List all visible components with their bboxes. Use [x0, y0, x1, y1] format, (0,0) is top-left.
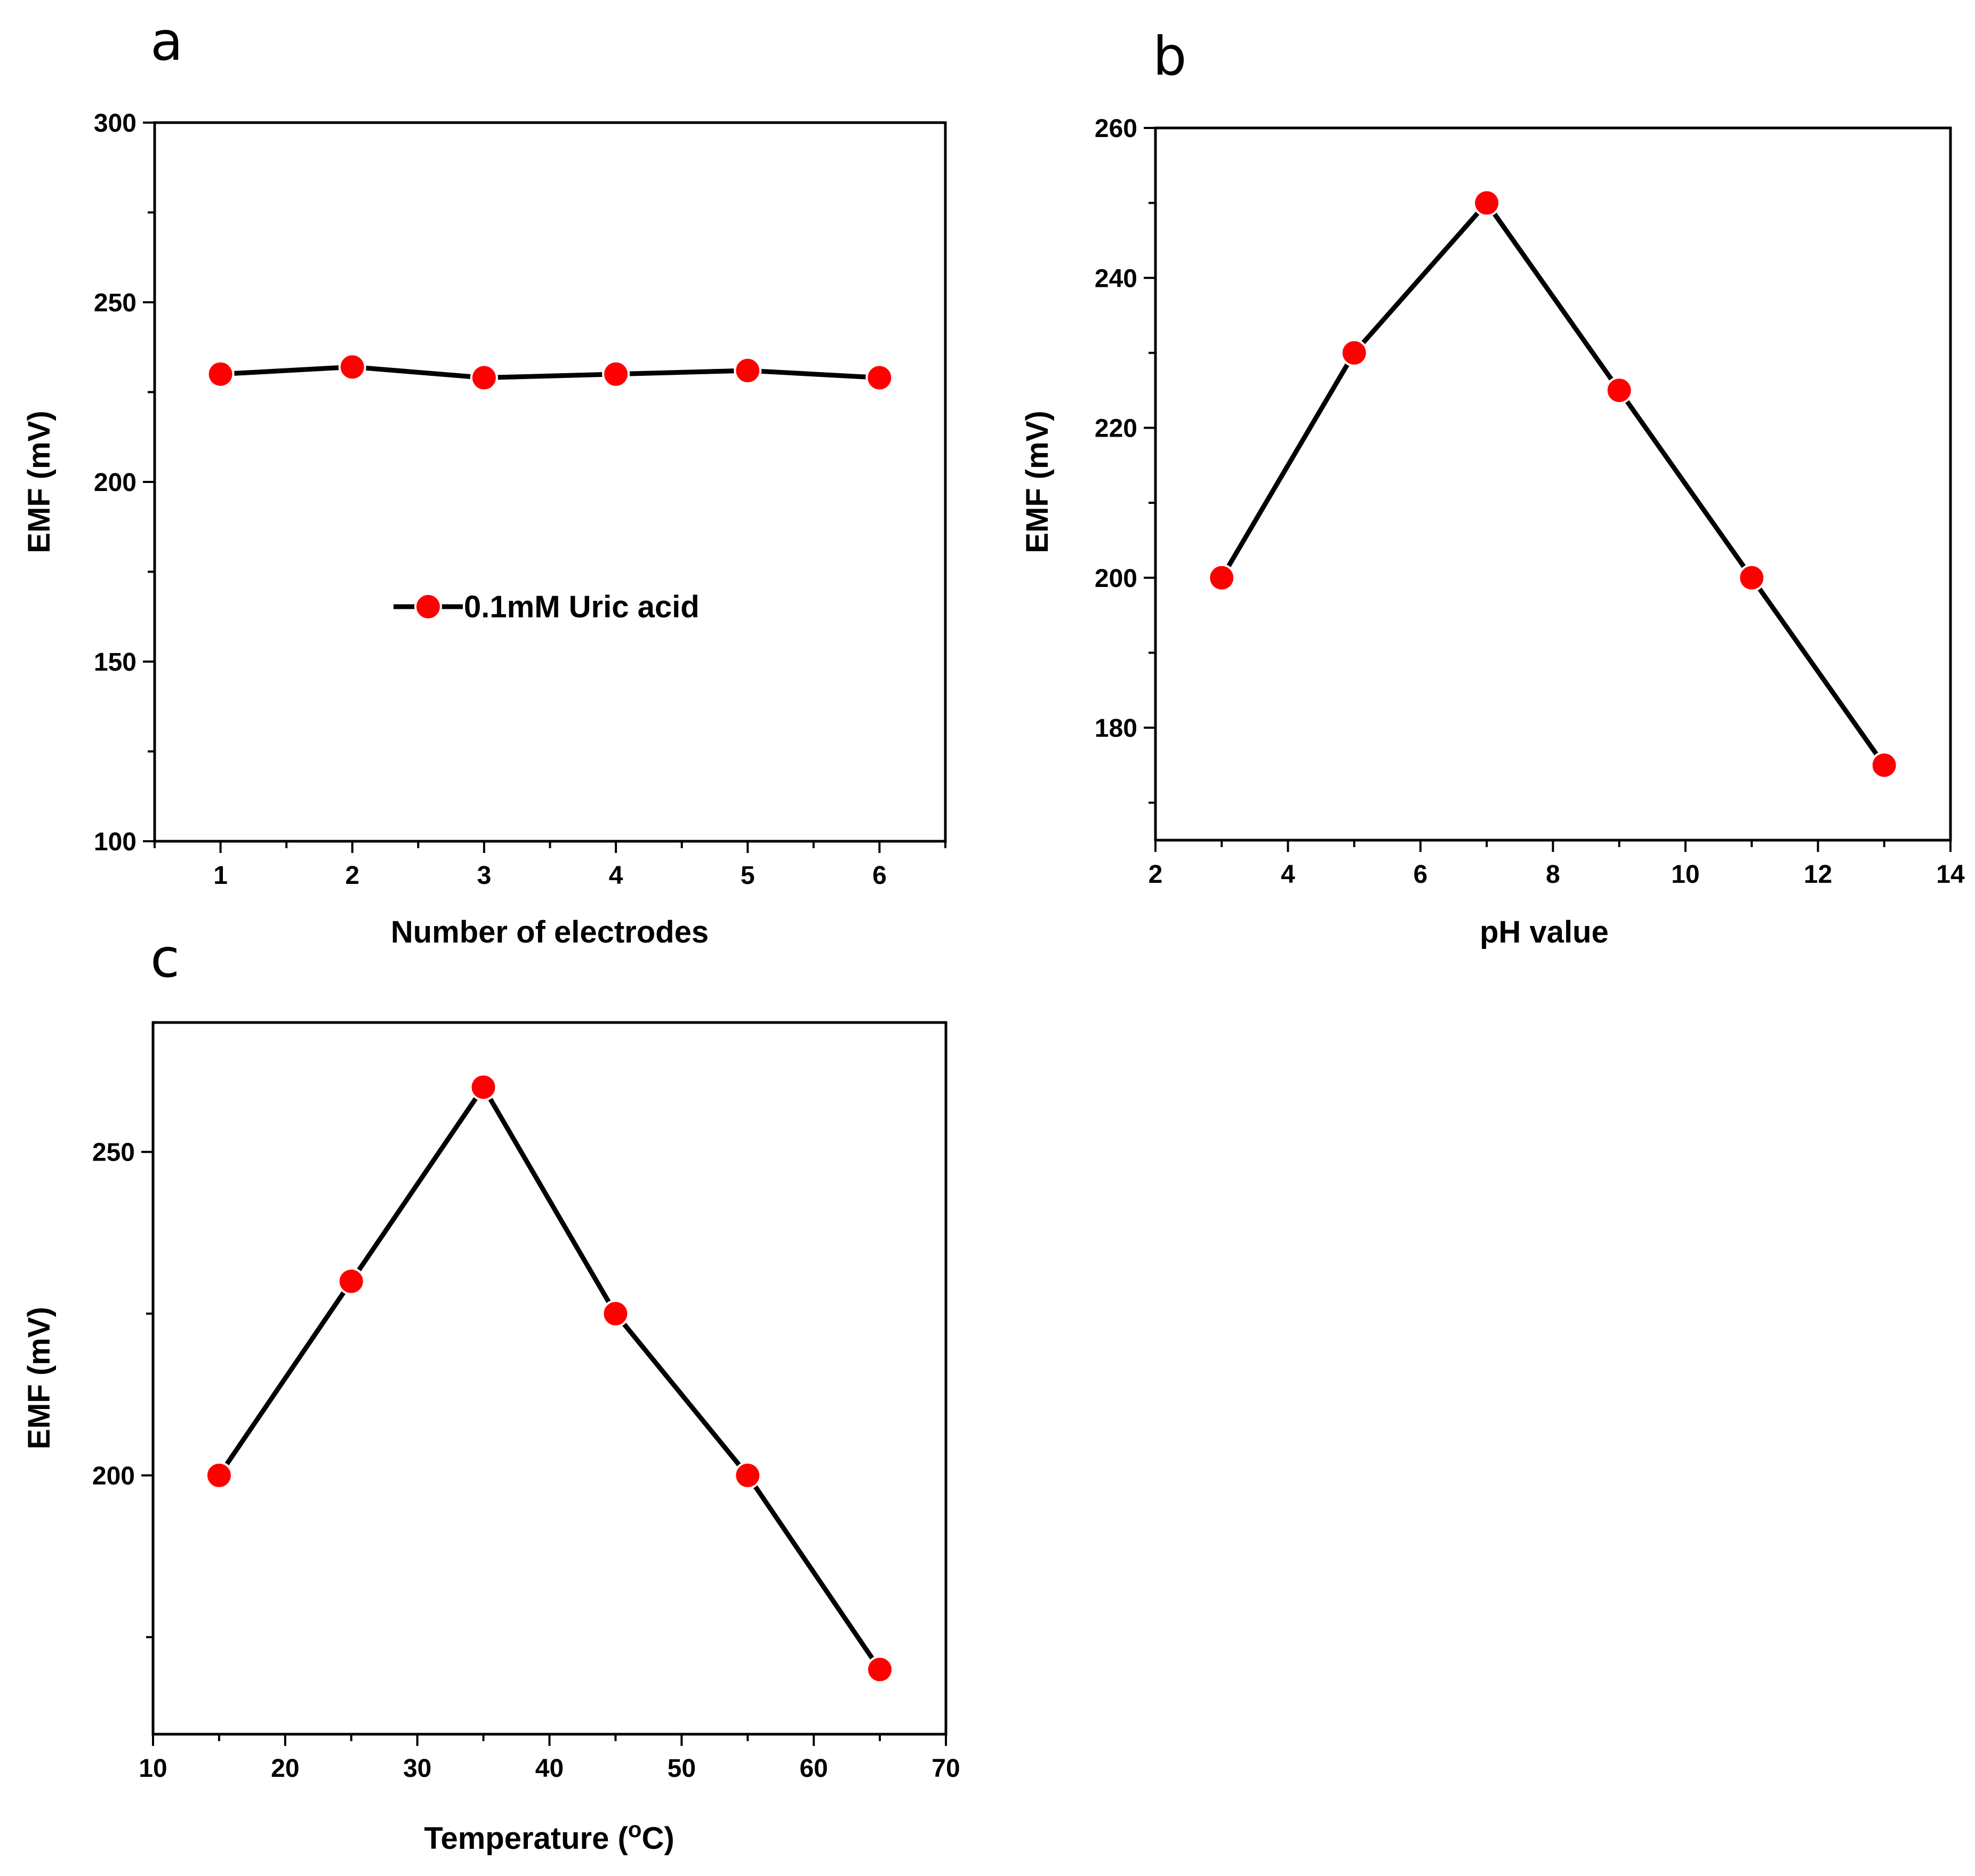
data-point [338, 353, 366, 381]
x-tick-label: 40 [535, 1754, 564, 1783]
panel-b-series-line [1219, 200, 1886, 767]
legend-label: 0.1mM Uric acid [464, 590, 700, 624]
x-tick-label: 1 [213, 861, 228, 890]
data-point [734, 357, 762, 385]
panel-letter-c: c [150, 927, 180, 989]
x-tick-label: 10 [1671, 860, 1699, 889]
panel-b-ticks: 2 4 6 8 10 12 14 180 200 220 240 260 [1095, 115, 1965, 889]
data-point [601, 1300, 630, 1328]
panel-a-markers [206, 353, 894, 392]
panel-a-series-line [220, 364, 880, 381]
data-point [1340, 339, 1368, 367]
y-tick-label: 220 [1095, 415, 1137, 443]
data-point [1473, 189, 1501, 217]
data-point [1208, 563, 1236, 592]
x-tick-label: 30 [403, 1754, 431, 1783]
x-tick-label: 10 [139, 1754, 167, 1783]
x-tick-label: 3 [477, 861, 492, 890]
y-tick-label: 300 [94, 109, 137, 138]
x-tick-label: 12 [1804, 860, 1832, 889]
x-tick-label: 4 [1281, 860, 1295, 889]
x-tick-label: 14 [1936, 860, 1965, 889]
panel-c-y-axis-title: EMF (mV) [22, 1307, 57, 1449]
panel-c-markers [205, 1073, 894, 1684]
x-tick-label: 2 [345, 861, 359, 890]
y-tick-label: 250 [94, 289, 137, 317]
panel-a-legend: 0.1mM Uric acid [394, 590, 700, 624]
panel-c-series-line [217, 1084, 882, 1671]
panel-b: b 2 4 6 8 10 12 14 180 200 220 240 260 pH value EMF… [1020, 25, 1965, 949]
data-point [866, 1655, 894, 1684]
data-point [1605, 376, 1633, 405]
x-tick-label: 5 [741, 861, 755, 890]
y-tick-label: 240 [1095, 264, 1137, 293]
y-tick-label: 200 [1095, 565, 1137, 593]
panel-b-x-axis-title: pH value [1480, 915, 1609, 949]
x-tick-label: 20 [271, 1754, 299, 1783]
data-point [205, 1461, 233, 1489]
series-line [217, 1084, 882, 1671]
panel-a-plot-frame [153, 121, 947, 843]
panel-c-ticks: 10 20 30 40 50 60 70 200 250 [92, 1139, 960, 1783]
x-tick-label: 2 [1149, 860, 1163, 889]
y-tick-label: 100 [94, 828, 137, 856]
x-tick-label: 60 [799, 1754, 828, 1783]
data-point [1870, 751, 1898, 779]
y-tick-label: 200 [94, 469, 137, 497]
panel-a-x-axis-title: Number of electrodes [391, 915, 709, 949]
data-point [1738, 563, 1766, 592]
data-point [602, 360, 630, 388]
y-tick-label: 180 [1095, 714, 1137, 743]
data-point [865, 364, 894, 392]
x-tick-label: 4 [609, 861, 623, 890]
x-tick-label: 50 [668, 1754, 696, 1783]
data-point [469, 1073, 497, 1101]
panel-letter-b: b [1153, 25, 1186, 87]
x-tick-label: 70 [932, 1754, 960, 1783]
panel-b-y-axis-title: EMF (mV) [1020, 410, 1055, 553]
series-line [220, 364, 880, 381]
panel-a-y-axis-title: EMF (mV) [22, 410, 57, 553]
panel-c-x-axis-title: Temperature (oC) [424, 1817, 674, 1856]
panel-c-x-title-sup: o [628, 1817, 642, 1842]
x-tick-label: 8 [1546, 860, 1560, 889]
panel-b-plot-frame [1154, 126, 1952, 842]
data-point [337, 1267, 365, 1295]
x-tick-label: 6 [1414, 860, 1428, 889]
legend-marker-sample [414, 593, 442, 621]
panel-c-x-title-suffix: C) [641, 1821, 674, 1856]
data-point [734, 1461, 762, 1489]
y-tick-label: 200 [92, 1462, 135, 1491]
y-tick-label: 150 [94, 648, 137, 677]
data-point [470, 364, 498, 392]
panel-c-x-title-main: Temperature ( [424, 1821, 628, 1856]
panel-a-ticks: 1 2 3 4 5 6 100 150 200 250 300 [94, 109, 946, 890]
panel-b-markers [1208, 189, 1898, 779]
panel-c-plot-frame [151, 1021, 948, 1736]
y-tick-label: 250 [92, 1139, 135, 1167]
x-tick-label: 6 [872, 861, 887, 890]
series-line [1219, 200, 1886, 767]
y-tick-label: 260 [1095, 115, 1137, 143]
data-point [206, 360, 235, 388]
panel-letter-a: a [150, 10, 183, 73]
